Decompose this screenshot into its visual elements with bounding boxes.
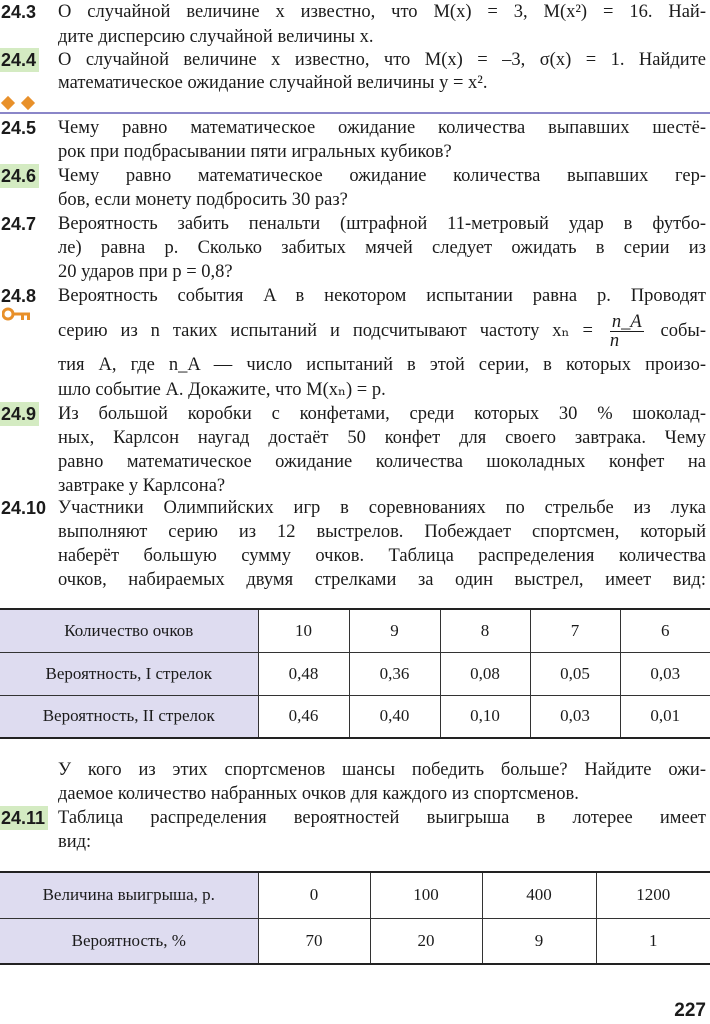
table-row: Количество очков 10 9 8 7 6 [0, 608, 710, 653]
fraction: n_A n [609, 312, 644, 352]
problem-text: ле) равна p. Сколько забитых мячей следу… [58, 238, 706, 258]
table-cell: 9 [348, 608, 441, 653]
problem-number: 24.10 [1, 498, 47, 518]
key-icon [1, 307, 32, 326]
table-cell: 0,48 [257, 651, 350, 696]
row-header: Величина выигрыша, р. [0, 871, 259, 919]
problem-text: дите дисперсию случайной величины x. [58, 27, 374, 47]
table-cell: 20 [369, 917, 483, 965]
table-cell: 0,10 [439, 694, 531, 739]
diamond-icon [20, 95, 36, 111]
problem-number: 24.8 [1, 286, 37, 306]
problem-text: Вероятность события A в некотором испыта… [58, 286, 706, 306]
problem-text: рок при подбрасывании пяти игральных куб… [58, 142, 452, 162]
table-cell: 0,03 [619, 651, 710, 696]
table-cell: 0 [257, 871, 371, 919]
problem-text: наберёт большую сумму очков. Таблица рас… [58, 546, 706, 566]
page-number: 227 [674, 1000, 706, 1021]
problem-text-with-fraction: серию из n таких испытаний и подсчитываю… [58, 312, 707, 352]
problem-number: 24.11 [0, 806, 49, 830]
table-cell: 7 [529, 608, 621, 653]
table-cell: 70 [257, 917, 371, 965]
table-cell: 0,03 [529, 694, 621, 739]
fraction-denominator: n [609, 331, 620, 352]
table-cell: 1200 [595, 871, 710, 919]
table-row: Вероятность, II стрелок 0,46 0,40 0,10 0… [0, 694, 710, 739]
problem-text: выполняют серию из 12 выстрелов. Побежда… [58, 522, 706, 542]
table-cell: 6 [619, 608, 710, 653]
lottery-distribution-table: Величина выигрыша, р. 0 100 400 1200 Вер… [0, 871, 710, 965]
table-row: Вероятность, I стрелок 0,48 0,36 0,08 0,… [0, 651, 710, 696]
problem-number: 24.5 [1, 118, 37, 138]
problem-text: бов, если монету подбросить 30 раз? [58, 190, 348, 210]
row-header: Количество очков [0, 608, 259, 653]
table-row: Вероятность, % 70 20 9 1 [0, 917, 710, 965]
table-cell: 9 [481, 917, 597, 965]
problem-text: О случайной величине x известно, что M(x… [58, 2, 706, 22]
diamond-icon [0, 95, 16, 111]
problem-text: даемое количество набранных очков для ка… [58, 784, 579, 804]
table-row: Величина выигрыша, р. 0 100 400 1200 [0, 871, 710, 919]
scores-distribution-table: Количество очков 10 9 8 7 6 Вероятность,… [0, 608, 710, 739]
section-divider [0, 112, 710, 114]
table-cell: 0,08 [439, 651, 531, 696]
problem-text: Чему равно математическое ожидание колич… [58, 166, 706, 186]
table-cell: 1 [595, 917, 710, 965]
problem-text: равно математическое ожидание количества… [58, 452, 706, 472]
problem-text: шло событие A. Докажите, что M(xₙ) = p. [58, 380, 386, 400]
problem-number: 24.7 [1, 214, 37, 234]
table-cell: 400 [481, 871, 597, 919]
table-cell: 100 [369, 871, 483, 919]
row-header: Вероятность, II стрелок [0, 694, 259, 739]
problem-text: очков, набираемых двумя стрелками за оди… [58, 570, 706, 590]
table-cell: 0,46 [257, 694, 350, 739]
table-cell: 0,05 [529, 651, 621, 696]
problem-number: 24.9 [0, 402, 40, 426]
row-header: Вероятность, I стрелок [0, 651, 259, 696]
problem-text: Таблица распределения вероятностей выигр… [58, 808, 706, 828]
problem-text: 20 ударов при p = 0,8? [58, 262, 233, 282]
problem-text: математическое ожидание случайной величи… [58, 73, 488, 93]
problem-text: У кого из этих спортсменов шансы победит… [58, 760, 706, 780]
table-cell: 0,36 [348, 651, 441, 696]
problem-text: тия A, где n_A — число испытаний в этой … [58, 355, 706, 375]
row-header: Вероятность, % [0, 917, 259, 965]
fraction-numerator: n_A [609, 312, 644, 333]
problem-text: Участники Олимпийских игр в соревнования… [58, 498, 706, 518]
problem-number: 24.4 [0, 48, 40, 72]
table-cell: 0,40 [348, 694, 441, 739]
fraction-line-before: серию из n таких испытаний и подсчитываю… [58, 321, 593, 341]
table-cell: 10 [257, 608, 350, 653]
problem-text: ных, Карлсон наугад достаёт 50 конфет дл… [58, 428, 706, 448]
problem-number: 24.6 [0, 164, 40, 188]
fraction-line-after: собы- [660, 321, 707, 341]
problem-number: 24.3 [1, 2, 37, 22]
problem-text: Чему равно математическое ожидание колич… [58, 118, 706, 138]
table-cell: 8 [439, 608, 531, 653]
problem-text: Из большой коробки с конфетами, среди ко… [58, 404, 706, 424]
problem-text: вид: [58, 832, 92, 852]
problem-text: Вероятность забить пенальти (штрафной 11… [58, 214, 706, 234]
problem-text: О случайной величине x известно, что M(x… [58, 50, 706, 70]
table-cell: 0,01 [619, 694, 710, 739]
problem-text: завтраке у Карлсона? [58, 476, 226, 496]
